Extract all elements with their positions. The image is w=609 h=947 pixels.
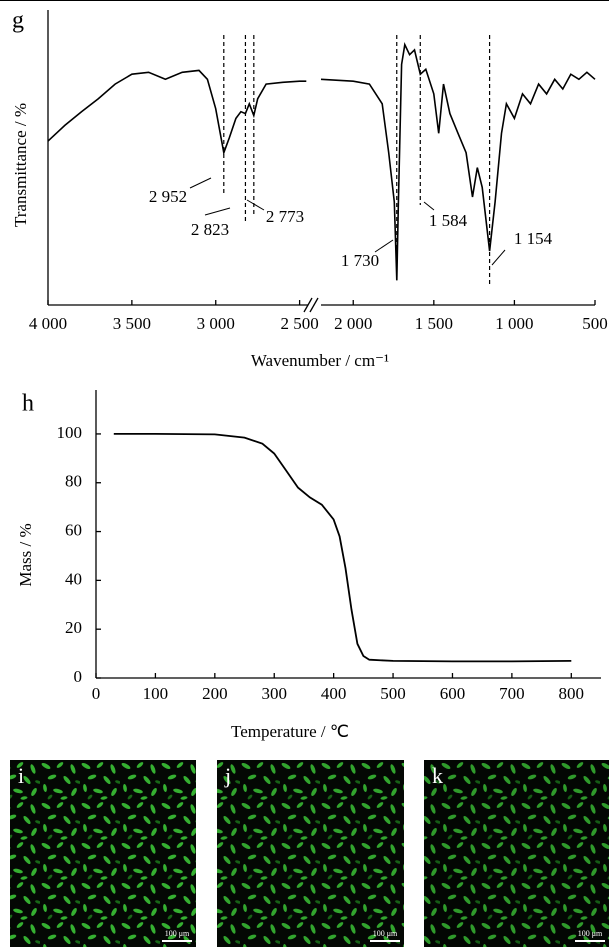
panel-label: j — [224, 763, 231, 788]
micrograph: k 100 μm — [424, 760, 609, 947]
x-tick-label: 300 — [261, 684, 287, 703]
x-axis-label: Temperature / ℃ — [231, 722, 349, 741]
y-tick-label: 0 — [74, 667, 83, 686]
y-axis-label: Mass / % — [16, 523, 35, 586]
y-tick-label: 80 — [65, 472, 82, 491]
micrograph-image — [10, 760, 196, 947]
axis-break — [309, 297, 319, 313]
micrograph-image — [217, 760, 404, 947]
annotation-label: 2 773 — [266, 207, 304, 226]
mass-line — [113, 433, 572, 663]
x-tick-label: 0 — [92, 684, 101, 703]
x-tick-label: 500 — [380, 684, 406, 703]
annotation-arrow — [189, 177, 212, 189]
x-tick-label: 500 — [582, 314, 608, 333]
annotation-arrow — [423, 201, 435, 211]
x-tick-label: 1 000 — [495, 314, 533, 333]
micrograph: i 100 μm — [10, 760, 196, 947]
micrograph-shade — [217, 760, 404, 947]
x-tick-label: 400 — [321, 684, 347, 703]
x-tick-label: 600 — [440, 684, 466, 703]
y-axis-label: Transmittance / % — [11, 103, 30, 227]
annotation-label: 1 154 — [514, 229, 553, 248]
x-axis-label: Wavenumber / cm⁻¹ — [251, 351, 389, 370]
x-tick-label: 3 500 — [113, 314, 151, 333]
spectrum-line — [320, 42, 596, 281]
annotation-label: 2 823 — [191, 220, 229, 239]
annotation-label: 1 730 — [341, 251, 379, 270]
y-tick-label: 100 — [57, 423, 83, 442]
panel-label: k — [432, 763, 443, 788]
x-tick-label: 800 — [559, 684, 585, 703]
x-tick-label: 3 000 — [197, 314, 235, 333]
annotation-arrow — [491, 249, 506, 266]
annotation-arrow — [204, 207, 231, 216]
x-tick-label: 200 — [202, 684, 228, 703]
scale-bar-label: 100 μm — [373, 929, 398, 938]
x-tick-label: 700 — [499, 684, 525, 703]
scale-bar-label: 100 μm — [165, 929, 190, 938]
scale-bar-label: 100 μm — [578, 929, 603, 938]
annotation-arrow — [374, 239, 394, 253]
annotation-label: 2 952 — [149, 187, 187, 206]
x-tick-label: 2 500 — [280, 314, 318, 333]
y-tick-label: 40 — [65, 569, 82, 588]
spectrum-line — [47, 69, 307, 156]
micrograph-shade — [10, 760, 196, 947]
micrograph-image — [424, 760, 609, 947]
annotation-arrow — [246, 199, 265, 211]
panel-label: i — [18, 763, 24, 788]
micrograph-shade — [424, 760, 609, 947]
x-tick-label: 2 000 — [334, 314, 372, 333]
panel-label: h — [22, 391, 34, 417]
x-tick-label: 1 500 — [415, 314, 453, 333]
x-tick-label: 4 000 — [29, 314, 67, 333]
micrograph: j 100 μm — [217, 760, 404, 947]
annotation-label: 1 584 — [429, 211, 468, 230]
panel-label: g — [12, 8, 24, 34]
y-tick-label: 20 — [65, 618, 82, 637]
y-tick-label: 60 — [65, 520, 82, 539]
x-tick-label: 100 — [143, 684, 169, 703]
axis-break — [303, 297, 313, 313]
